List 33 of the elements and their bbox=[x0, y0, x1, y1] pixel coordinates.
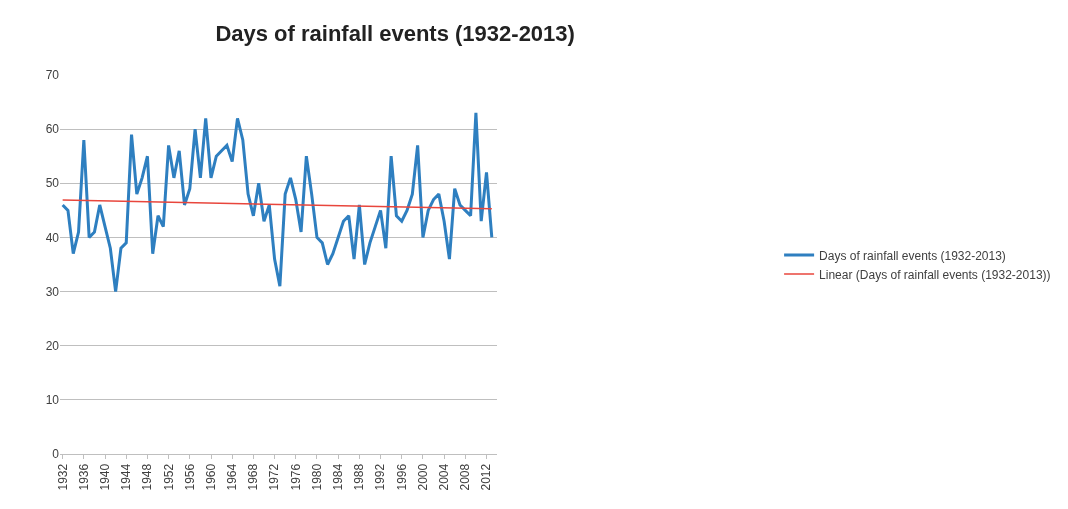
x-tick-label: 2008 bbox=[458, 463, 473, 491]
x-tick-label: 1968 bbox=[246, 463, 261, 491]
x-tick-label: 1948 bbox=[140, 463, 155, 491]
x-tick-label: 1940 bbox=[97, 463, 112, 491]
x-tick-label: 1944 bbox=[119, 463, 134, 491]
y-tick-label: 10 bbox=[45, 393, 60, 408]
x-tick-label: 1992 bbox=[373, 463, 388, 491]
x-tick-label: 1988 bbox=[352, 463, 367, 491]
y-tick-label: 40 bbox=[45, 230, 60, 245]
x-tick-label: 1952 bbox=[161, 463, 176, 491]
x-tick-label: 1984 bbox=[331, 463, 346, 491]
line-series bbox=[61, 111, 494, 294]
y-tick-label: 70 bbox=[45, 68, 60, 83]
x-tick-label: 1960 bbox=[203, 463, 218, 491]
y-tick-label: 20 bbox=[45, 338, 60, 353]
x-tick-label: 1980 bbox=[309, 463, 324, 491]
x-tick-label: 1972 bbox=[267, 463, 282, 491]
y-tick-label: 50 bbox=[45, 176, 60, 191]
x-tick-label: 1996 bbox=[394, 463, 409, 491]
y-tick-label: 30 bbox=[45, 284, 60, 299]
x-tick-label: 2004 bbox=[437, 463, 452, 491]
x-tick-label: 2000 bbox=[415, 463, 430, 491]
y-tick-label: 0 bbox=[52, 447, 60, 462]
x-tick-label: 1936 bbox=[76, 463, 91, 491]
chart-title: Days of rainfall events (1932-2013) bbox=[215, 20, 575, 46]
x-tick-label: 2012 bbox=[479, 463, 494, 491]
x-tick-label: 1976 bbox=[288, 463, 303, 491]
x-tick-label: 1932 bbox=[55, 463, 70, 491]
x-tick-label: 1964 bbox=[225, 463, 240, 491]
x-tick-label: 1956 bbox=[182, 463, 197, 491]
legend-label: Linear (Days of rainfall events (1932-2013)) bbox=[819, 267, 1051, 282]
y-tick-label: 60 bbox=[45, 122, 60, 137]
legend-label: Days of rainfall events (1932-2013) bbox=[819, 248, 1006, 263]
